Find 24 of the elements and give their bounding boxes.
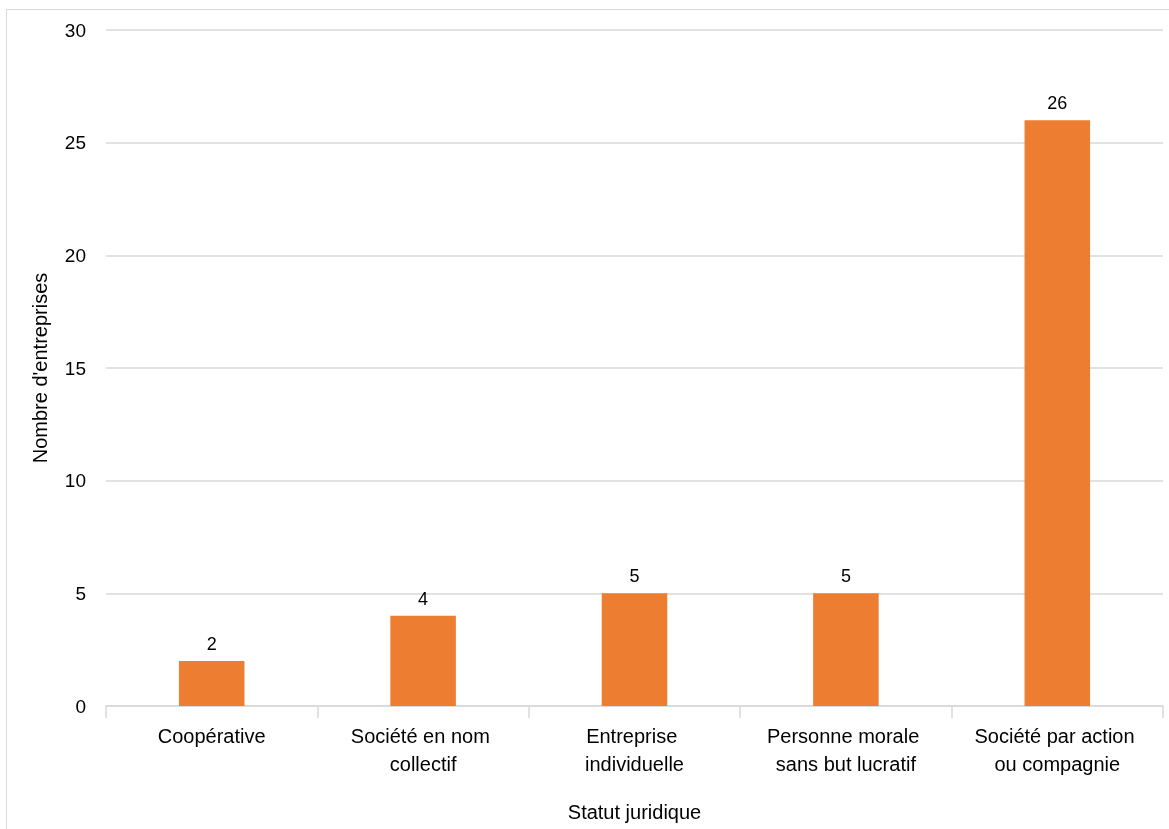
bar <box>601 593 668 706</box>
data-label: 5 <box>629 566 640 587</box>
x-axis-title: Statut juridique <box>567 801 702 823</box>
bar <box>390 615 456 706</box>
data-label: 4 <box>418 588 429 609</box>
x-tick-label: Société par action ou compagnie <box>974 725 1141 775</box>
y-tick-label: 0 <box>75 695 86 717</box>
y-tick-label: 25 <box>64 132 86 154</box>
y-tick-label: 5 <box>75 582 86 604</box>
data-label: 2 <box>206 633 217 654</box>
bar <box>178 660 245 706</box>
x-tick-label: Entreprise individuelle <box>585 725 684 775</box>
bar <box>1024 120 1091 706</box>
y-tick-label: 10 <box>64 470 86 492</box>
y-tick-label: 30 <box>64 19 86 41</box>
data-label: 26 <box>1047 93 1068 114</box>
x-tick-label: Coopérative <box>157 725 266 747</box>
y-axis-title: Nombre d'entreprises <box>29 272 51 464</box>
x-tick-label: Société en nom collectif <box>350 725 496 775</box>
bar <box>813 593 879 706</box>
y-tick-label: 15 <box>64 357 86 379</box>
y-tick-label: 20 <box>64 244 86 266</box>
x-tick-label: Personne morale sans but lucratif <box>766 725 925 775</box>
data-label: 5 <box>840 566 851 587</box>
